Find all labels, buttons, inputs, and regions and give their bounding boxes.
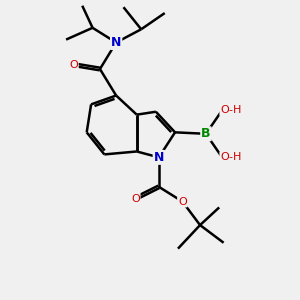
Text: N: N: [111, 36, 121, 49]
Text: O-H: O-H: [220, 105, 242, 115]
Text: O: O: [131, 194, 140, 204]
Text: O: O: [178, 196, 187, 206]
Text: B: B: [201, 127, 211, 140]
Text: O-H: O-H: [220, 152, 242, 162]
Text: N: N: [154, 151, 164, 164]
Text: O: O: [69, 60, 78, 70]
